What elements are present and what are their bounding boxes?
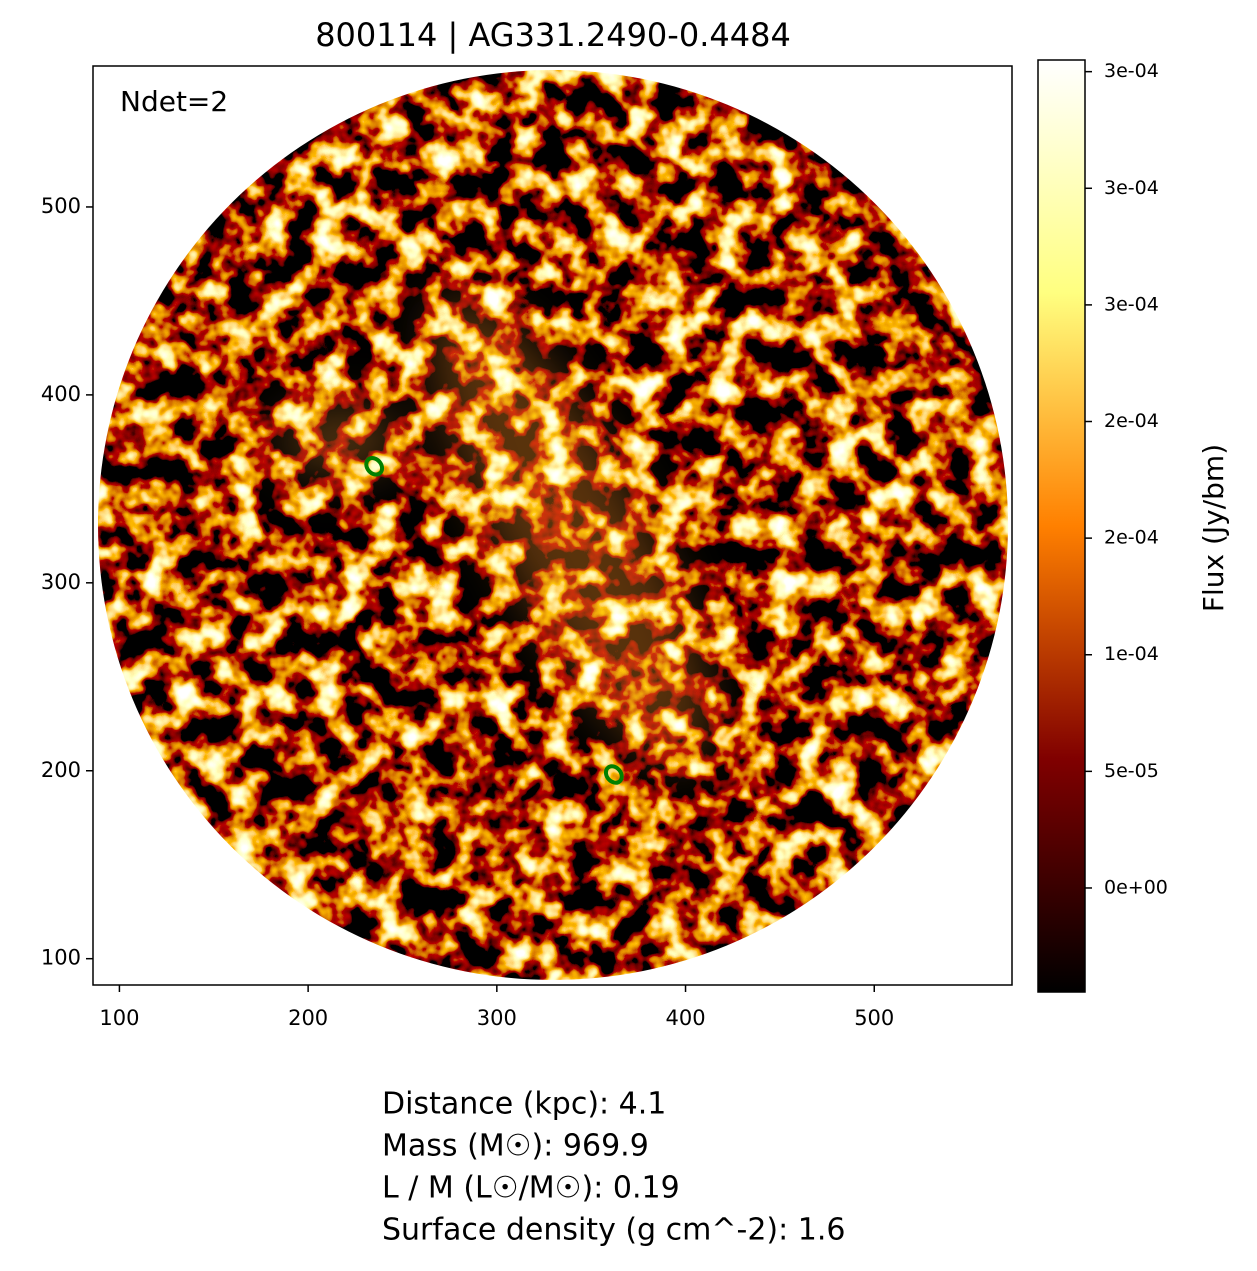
info-line: Surface density (g cm^-2): 1.6 <box>382 1213 845 1248</box>
info-line: Mass (M☉): 969.9 <box>382 1129 649 1164</box>
x-tick-label: 300 <box>477 1006 517 1030</box>
plot-frame <box>92 65 1013 986</box>
y-tick-label: 300 <box>41 570 81 594</box>
flux-map <box>98 70 1008 980</box>
colorbar-tick-label: 3e-04 <box>1104 60 1159 82</box>
source-marker <box>364 456 385 477</box>
colorbar-tick-label: 2e-04 <box>1104 410 1159 432</box>
info-line: L / M (L☉/M☉): 0.19 <box>382 1171 680 1206</box>
colorbar <box>1037 59 1086 993</box>
y-tick-label: 500 <box>41 194 81 218</box>
colorbar-label: Flux (Jy/bm) <box>1197 444 1230 612</box>
chart-title: 800114 | AG331.2490-0.4484 <box>315 16 791 54</box>
annotation: Ndet=2 <box>120 85 228 118</box>
colorbar-tick-label: 2e-04 <box>1104 527 1159 549</box>
y-tick-label: 400 <box>41 382 81 406</box>
colorbar-tick-label: 3e-04 <box>1104 293 1159 315</box>
x-tick-label: 100 <box>99 1006 139 1030</box>
y-tick-label: 200 <box>41 758 81 782</box>
info-line: Distance (kpc): 4.1 <box>382 1087 666 1122</box>
colorbar-tick-label: 0e+00 <box>1104 876 1168 898</box>
x-tick-label: 500 <box>854 1006 894 1030</box>
x-tick-label: 200 <box>288 1006 328 1030</box>
colorbar-tick-label: 1e-04 <box>1104 643 1159 665</box>
source-marker <box>603 764 624 785</box>
x-tick-label: 400 <box>665 1006 705 1030</box>
y-tick-label: 100 <box>41 946 81 970</box>
colorbar-tick-label: 5e-05 <box>1104 760 1159 782</box>
colorbar-tick-label: 3e-04 <box>1104 177 1159 199</box>
